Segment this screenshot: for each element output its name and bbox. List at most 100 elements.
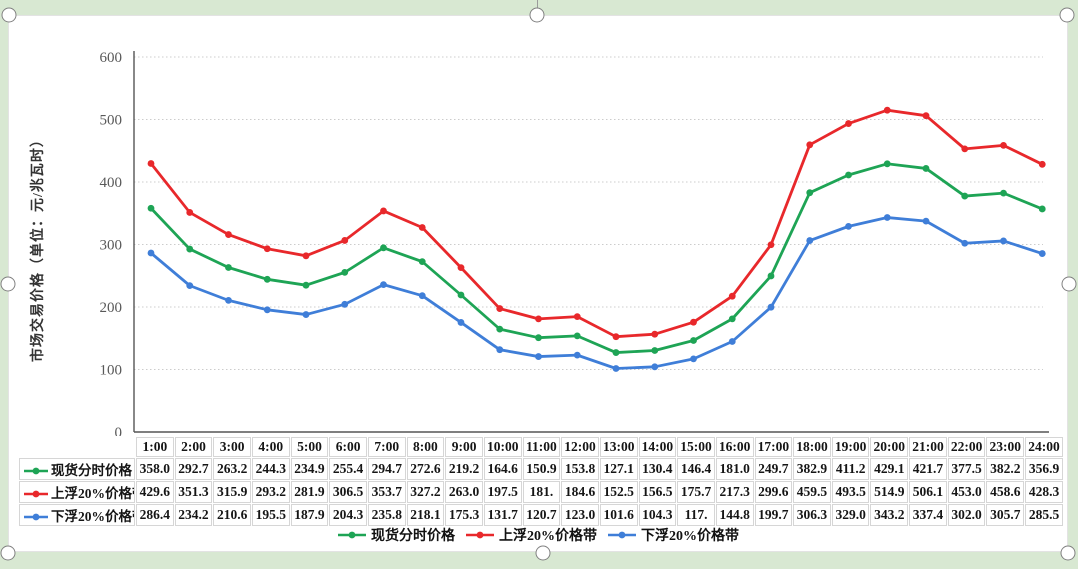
- time-header-cell: 9:00: [445, 437, 483, 457]
- data-point-marker: [225, 231, 232, 238]
- table-cell: 195.5: [251, 504, 290, 526]
- selection-handle-bottom-right[interactable]: [1060, 545, 1076, 561]
- data-point-marker: [883, 160, 891, 168]
- table-cell: 356.9: [1025, 458, 1063, 480]
- data-point-marker: [883, 214, 891, 221]
- data-point-marker: [535, 334, 542, 342]
- data-point-marker: [1038, 205, 1046, 213]
- data-point-marker: [418, 292, 426, 300]
- data-point-marker: [806, 237, 814, 244]
- table-cell: 514.9: [870, 481, 909, 503]
- table-cell: 219.2: [445, 458, 483, 480]
- selection-handle-bottom-left[interactable]: [0, 545, 16, 561]
- data-point-marker: [767, 241, 775, 249]
- time-header-cell: 16:00: [715, 437, 754, 457]
- data-point-marker: [651, 330, 659, 338]
- series-marker-icon: [24, 467, 48, 475]
- table-cell: 272.6: [406, 458, 445, 480]
- y-tick-label: 400: [100, 175, 123, 191]
- selection-handle-top-center[interactable]: [529, 7, 545, 23]
- y-tick-label: 300: [100, 238, 123, 254]
- legend-item: 下浮20%价格带: [607, 525, 739, 545]
- data-point-marker: [496, 305, 504, 312]
- data-point-marker: [341, 237, 349, 244]
- series-name: 下浮20%价格带: [51, 509, 134, 524]
- time-header-cell: 23:00: [986, 437, 1025, 457]
- time-header-cell: 3:00: [213, 437, 251, 457]
- selection-handle-middle-right[interactable]: [1061, 276, 1077, 292]
- series-line: [149, 216, 1044, 370]
- table-cell: 458.6: [986, 481, 1025, 503]
- table-cell: 146.4: [677, 458, 715, 480]
- data-point-marker: [845, 120, 852, 127]
- selection-handle-top-right[interactable]: [1059, 7, 1075, 23]
- data-point-marker: [496, 346, 504, 354]
- series-name: 现货分时价格: [51, 463, 132, 478]
- table-cell: 382.2: [986, 458, 1025, 480]
- time-header-cell: 10:00: [483, 437, 522, 457]
- data-point-marker: [728, 292, 736, 300]
- series-marker-icon: [338, 531, 366, 539]
- table-cell: 493.5: [831, 481, 870, 503]
- data-point-marker: [612, 333, 620, 341]
- data-point-marker: [263, 306, 271, 314]
- data-point-marker: [1000, 237, 1007, 245]
- table-cell: 156.5: [638, 481, 677, 503]
- table-cell: 187.9: [290, 504, 329, 526]
- data-point-marker: [806, 189, 814, 197]
- series-label-cell: 上浮20%价格带: [19, 481, 135, 503]
- table-cell: 197.5: [483, 481, 522, 503]
- table-row: 下浮20%价格带286.4234.2210.6195.5187.9204.323…: [19, 504, 1063, 526]
- data-point-marker: [302, 281, 310, 289]
- data-point-marker: [1038, 250, 1046, 257]
- time-header-cell: 8:00: [406, 437, 445, 457]
- time-header-cell: 11:00: [522, 437, 561, 457]
- table-cell: 411.2: [831, 458, 870, 480]
- data-point-marker: [573, 332, 581, 340]
- time-header-cell: 7:00: [367, 437, 406, 457]
- selection-handle-middle-left[interactable]: [0, 276, 16, 292]
- time-header-cell: 13:00: [599, 437, 638, 457]
- table-cell: 306.5: [329, 481, 367, 503]
- chart-legend: 现货分时价格 上浮20%价格带 下浮20%价格带: [337, 525, 739, 545]
- selection-handle-top-left[interactable]: [1, 7, 17, 23]
- data-point-marker: [186, 282, 194, 290]
- data-point-marker: [767, 272, 775, 280]
- table-cell: 429.6: [136, 481, 174, 503]
- table-cell: 217.3: [715, 481, 754, 503]
- series-label-cell: 现货分时价格: [19, 458, 135, 480]
- series-marker-icon: [466, 531, 494, 539]
- table-cell: 120.7: [522, 504, 561, 526]
- table-cell: 117.: [677, 504, 715, 526]
- y-tick-label: 0: [115, 425, 123, 436]
- table-cell: 144.8: [715, 504, 754, 526]
- data-point-marker: [728, 315, 736, 323]
- data-point-marker: [922, 165, 930, 172]
- data-point-marker: [147, 249, 155, 257]
- table-cell: 263.2: [213, 458, 251, 480]
- data-point-marker: [806, 141, 814, 149]
- data-point-marker: [961, 192, 969, 200]
- data-point-marker: [186, 209, 194, 216]
- table-cell: 343.2: [870, 504, 909, 526]
- table-cell: 131.7: [483, 504, 522, 526]
- chart-image-panel[interactable]: 市场交易价格（单位：元/兆瓦时） 0 100 200 300 400 500 600 1:0…: [8, 15, 1068, 552]
- data-point-marker: [690, 355, 697, 363]
- legend-label: 下浮20%价格带: [641, 529, 739, 544]
- table-cell: 234.2: [174, 504, 213, 526]
- table-cell: 164.6: [483, 458, 522, 480]
- selection-handle-bottom-center[interactable]: [535, 545, 551, 561]
- table-corner-cell: [19, 437, 135, 457]
- table-row: 现货分时价格 358.0 292.7 263.2 244.3 234.9 255.4 294.…: [19, 458, 1063, 480]
- table-cell: 175.7: [677, 481, 715, 503]
- table-cell: 249.7: [754, 458, 793, 480]
- data-point-marker: [573, 313, 581, 321]
- table-cell: 234.9: [290, 458, 329, 480]
- table-cell: 153.8: [561, 458, 599, 480]
- table-cell: 337.4: [909, 504, 947, 526]
- y-tick-label: 100: [100, 363, 123, 379]
- table-cell: 130.4: [638, 458, 677, 480]
- chart-data-table: 1:00 2:00 3:00 4:00 5:00 6:00 7:00 8:00 9:00 10:0…: [18, 436, 1064, 527]
- time-header-cell: 6:00: [329, 437, 367, 457]
- data-point-marker: [341, 268, 349, 276]
